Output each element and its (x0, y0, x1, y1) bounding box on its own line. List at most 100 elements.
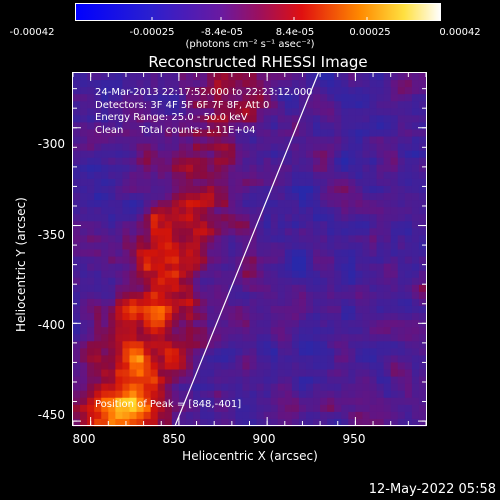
image-pixel (397, 143, 406, 152)
image-pixel (221, 242, 229, 250)
image-pixel (108, 298, 116, 307)
image-pixel (362, 298, 370, 307)
image-pixel (376, 376, 385, 385)
image-pixel (94, 73, 102, 81)
image-pixel (263, 263, 272, 272)
image-pixel (157, 171, 166, 180)
image-pixel (305, 122, 314, 130)
image-pixel (298, 305, 307, 314)
image-pixel (171, 334, 180, 342)
image-pixel (313, 397, 321, 406)
image-pixel (341, 277, 349, 286)
image-pixel (80, 256, 88, 265)
image-pixel (305, 221, 314, 229)
image-pixel (242, 108, 250, 116)
image-pixel (242, 185, 250, 194)
image-pixel (284, 101, 293, 109)
image-pixel (108, 136, 116, 144)
image-pixel (313, 270, 321, 279)
image-pixel (376, 270, 385, 279)
image-pixel (136, 228, 144, 236)
image-pixel (418, 404, 427, 413)
image-pixel (404, 313, 413, 321)
image-pixel (207, 80, 215, 88)
image-pixel (327, 263, 335, 272)
image-pixel (341, 362, 349, 370)
image-pixel (164, 256, 173, 265)
image-pixel (185, 320, 194, 328)
image-pixel (362, 284, 370, 293)
footer-timestamp: 12-May-2022 05:58 (368, 482, 496, 497)
image-pixel (256, 129, 265, 137)
image-pixel (80, 327, 88, 335)
image-pixel (313, 334, 321, 342)
image-pixel (291, 164, 300, 173)
image-pixel (80, 249, 88, 257)
image-pixel (348, 284, 356, 293)
image-pixel (228, 411, 236, 420)
image-pixel (284, 207, 293, 215)
image-pixel (376, 298, 385, 307)
image-pixel (150, 235, 159, 243)
image-pixel (376, 221, 385, 229)
image-pixel (298, 235, 307, 243)
image-pixel (313, 108, 321, 116)
image-pixel (193, 376, 201, 385)
image-pixel (313, 122, 321, 130)
image-pixel (341, 122, 349, 130)
image-pixel (270, 171, 279, 180)
image-pixel (73, 390, 81, 399)
image-pixel (291, 348, 300, 356)
image-pixel (178, 164, 187, 173)
image-pixel (242, 193, 250, 201)
image-pixel (171, 87, 180, 95)
image-pixel (263, 320, 272, 328)
image-pixel (313, 164, 321, 173)
image-pixel (320, 214, 328, 222)
image-pixel (136, 214, 144, 222)
image-pixel (193, 411, 201, 420)
image-pixel (136, 320, 144, 328)
image-pixel (383, 101, 392, 109)
colorbar-tick-label: 0.00025 (349, 27, 391, 38)
image-pixel (291, 207, 300, 215)
image-pixel (136, 101, 144, 109)
image-pixel (136, 298, 144, 307)
image-pixel (185, 411, 194, 420)
image-pixel (376, 369, 385, 377)
image-pixel (115, 341, 123, 349)
image-pixel (298, 185, 307, 194)
image-pixel (214, 355, 222, 363)
image-pixel (383, 369, 392, 377)
image-pixel (101, 94, 109, 102)
image-pixel (418, 178, 427, 187)
image-pixel (171, 404, 180, 413)
image-pixel (291, 334, 300, 342)
image-pixel (235, 383, 243, 392)
image-pixel (143, 129, 152, 137)
image-pixel (178, 313, 187, 321)
image-pixel (136, 256, 144, 265)
image-pixel (291, 136, 300, 144)
image-pixel (221, 404, 229, 413)
image-pixel (157, 390, 166, 399)
image-pixel (73, 185, 81, 194)
image-pixel (108, 383, 116, 392)
image-pixel (320, 355, 328, 363)
image-pixel (80, 87, 88, 95)
image-pixel (411, 256, 420, 265)
image-pixel (143, 404, 152, 413)
image-pixel (101, 242, 109, 250)
image-pixel (178, 157, 187, 166)
image-pixel (256, 320, 265, 328)
image-pixel (355, 228, 363, 236)
image-pixel (334, 101, 342, 109)
image-pixel (150, 73, 159, 81)
image-pixel (122, 397, 130, 406)
image-pixel (207, 411, 215, 420)
image-pixel (157, 143, 166, 152)
image-pixel (164, 404, 173, 413)
image-pixel (320, 108, 328, 116)
image-pixel (143, 284, 152, 293)
image-pixel (397, 305, 406, 314)
